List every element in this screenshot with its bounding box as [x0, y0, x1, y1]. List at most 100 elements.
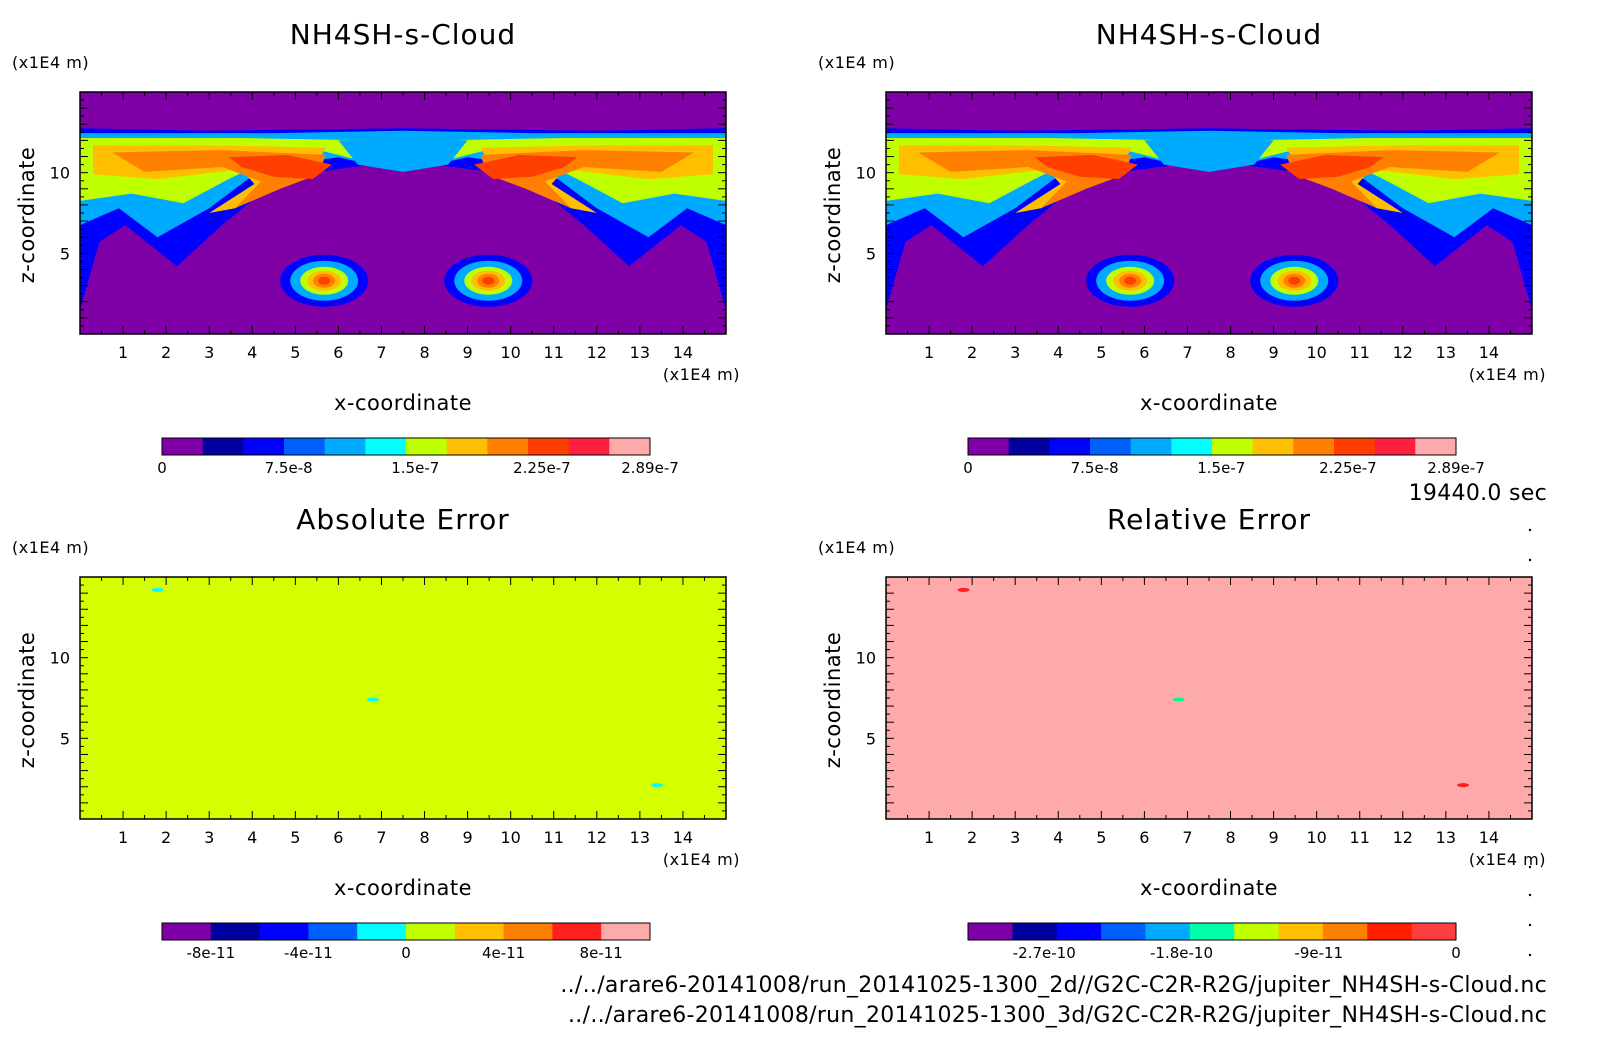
- x-tick-label: 5: [290, 828, 300, 847]
- x-tick-label: 1: [924, 828, 934, 847]
- x-tick-label: 9: [463, 343, 473, 362]
- thermal-2-ring-6: [1288, 276, 1301, 285]
- y-axis-label: z-coordinate: [821, 632, 845, 769]
- time-label: 19440.0 sec: [1409, 481, 1547, 506]
- thermal-2-ring-6: [482, 276, 495, 285]
- cloud-core-red-left: [228, 154, 332, 180]
- y-axis-label: z-coordinate: [15, 147, 39, 284]
- x-tick-label: 4: [1053, 343, 1063, 362]
- colorbar-swatch: [406, 438, 448, 455]
- error-spot-2: [366, 697, 379, 702]
- colorbar-tick-label: 7.5e-8: [265, 459, 313, 477]
- y-unit-label: (x1E4 m): [818, 538, 895, 557]
- colorbar-swatch: [357, 923, 407, 940]
- error-spot-2: [1172, 697, 1185, 702]
- colorbar-swatch: [1293, 438, 1335, 455]
- cloud-core-red-right: [474, 154, 578, 180]
- y-tick-label: 10: [856, 649, 876, 668]
- error-spot-1: [957, 587, 970, 592]
- thermal-1-ring-6: [318, 276, 331, 285]
- edge-dot: [1528, 923, 1532, 927]
- colorbar-swatch: [210, 923, 261, 940]
- panel-4: Relative Error(x1E4 m)1 2 3 4 5 6 7 8 9 10 11 12 13 1…: [818, 503, 1546, 962]
- colorbar-swatch: [1101, 923, 1146, 940]
- x-tick-label: 7: [376, 343, 386, 362]
- tick-marks: [79, 576, 727, 820]
- x-tick-label: 1: [118, 343, 128, 362]
- x-axis-label: x-coordinate: [1140, 876, 1278, 900]
- colorbar-swatch: [243, 438, 285, 455]
- x-tick-label: 11: [1350, 828, 1370, 847]
- colorbar-swatch: [1008, 438, 1050, 455]
- colorbar-swatch: [1145, 923, 1191, 940]
- x-tick-label: 7: [1182, 343, 1192, 362]
- x-tick-label: 4: [247, 828, 257, 847]
- colorbar-tick-label: 4e-11: [482, 944, 525, 962]
- x-tick-label: 2: [967, 343, 977, 362]
- y-unit-label: (x1E4 m): [12, 53, 89, 72]
- y-tick-label: 5: [60, 244, 70, 263]
- colorbar-swatch: [324, 438, 366, 455]
- x-tick-label: 8: [1225, 343, 1235, 362]
- colorbar-swatch: [1189, 923, 1235, 940]
- x-tick-label: 2: [161, 343, 171, 362]
- y-tick-label: 10: [856, 164, 876, 183]
- colorbar-swatch: [1049, 438, 1091, 455]
- y-tick-label: 5: [866, 729, 876, 748]
- colorbar-swatch: [1278, 923, 1324, 940]
- edge-dot: [1528, 558, 1532, 562]
- colorbar-swatch: [1322, 923, 1368, 940]
- colorbar-tick-label: 1.5e-7: [391, 459, 439, 477]
- colorbar-tick-label: 2.89e-7: [1427, 459, 1485, 477]
- x-tick-label: 10: [500, 343, 520, 362]
- x-tick-label: 6: [333, 343, 343, 362]
- x-tick-label: 11: [1350, 343, 1370, 362]
- y-tick-label: 10: [50, 164, 70, 183]
- colorbar-tick-label: -9e-11: [1294, 944, 1343, 962]
- colorbar-swatch: [601, 923, 651, 940]
- colorbar-swatch: [528, 438, 570, 455]
- x-tick-label: 14: [673, 343, 693, 362]
- x-axis-label: x-coordinate: [334, 391, 472, 415]
- chart-title: NH4SH-s-Cloud: [1096, 18, 1322, 51]
- field-background: [886, 577, 1532, 819]
- cloud-core-red-left: [1034, 154, 1138, 180]
- y-axis-label: z-coordinate: [15, 632, 39, 769]
- colorbar-frame: [161, 437, 651, 456]
- y-tick-label: 5: [866, 244, 876, 263]
- colorbar-swatch: [162, 438, 204, 455]
- x-tick-label: 8: [419, 828, 429, 847]
- colorbar-swatch: [1212, 438, 1254, 455]
- edge-dot: [1528, 528, 1532, 532]
- colorbar: -2.7e-10 -1.8e-10 -9e-11 0: [967, 922, 1461, 962]
- edge-marks: [1528, 528, 1532, 957]
- edge-dot: [1528, 953, 1532, 957]
- x-tick-label: 14: [673, 828, 693, 847]
- x-axis-label: x-coordinate: [334, 876, 472, 900]
- colorbar-tick-label: 0: [157, 459, 167, 477]
- x-tick-label: 1: [118, 828, 128, 847]
- colorbar-swatch: [1171, 438, 1213, 455]
- tick-marks: [79, 91, 727, 335]
- panel-3: Absolute Error(x1E4 m)1 2 3 4 5 6 7 8 9 10 11 12 13 1…: [12, 503, 740, 962]
- x-tick-label: 7: [1182, 828, 1192, 847]
- edge-dot: [1528, 893, 1532, 897]
- colorbar-swatch: [1012, 923, 1058, 940]
- x-unit-label: (x1E4 m): [1469, 850, 1546, 869]
- x-tick-label: 3: [1010, 828, 1020, 847]
- colorbar-swatch: [1334, 438, 1376, 455]
- panel-1: NH4SH-s-Cloud(x1E4 m)1 2 3 4 5 6 7 8 9 10 11 12 13 14…: [12, 18, 740, 477]
- colorbar-swatch: [406, 923, 456, 940]
- x-tick-label: 13: [630, 828, 650, 847]
- colorbar-swatch: [1367, 923, 1413, 940]
- colorbar-tick-label: -8e-11: [186, 944, 235, 962]
- x-tick-label: 11: [544, 828, 564, 847]
- colorbar-tick-label: 8e-11: [580, 944, 623, 962]
- x-tick-label: 3: [1010, 343, 1020, 362]
- x-tick-label: 5: [1096, 828, 1106, 847]
- x-tick-label: 2: [161, 828, 171, 847]
- colorbar: -8e-11 -4e-11 0 4e-11 8e-11: [161, 922, 651, 962]
- error-spot-3: [651, 783, 664, 788]
- colorbar-swatch: [454, 923, 505, 940]
